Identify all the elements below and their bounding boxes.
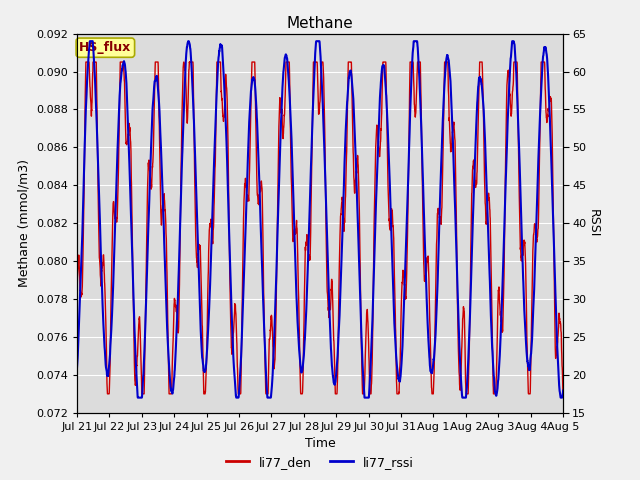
Legend: li77_den, li77_rssi: li77_den, li77_rssi	[221, 451, 419, 474]
X-axis label: Time: Time	[305, 437, 335, 450]
Y-axis label: Methane (mmol/m3): Methane (mmol/m3)	[17, 159, 30, 287]
Text: HS_flux: HS_flux	[79, 41, 131, 54]
Y-axis label: RSSI: RSSI	[588, 209, 600, 238]
Title: Methane: Methane	[287, 16, 353, 31]
